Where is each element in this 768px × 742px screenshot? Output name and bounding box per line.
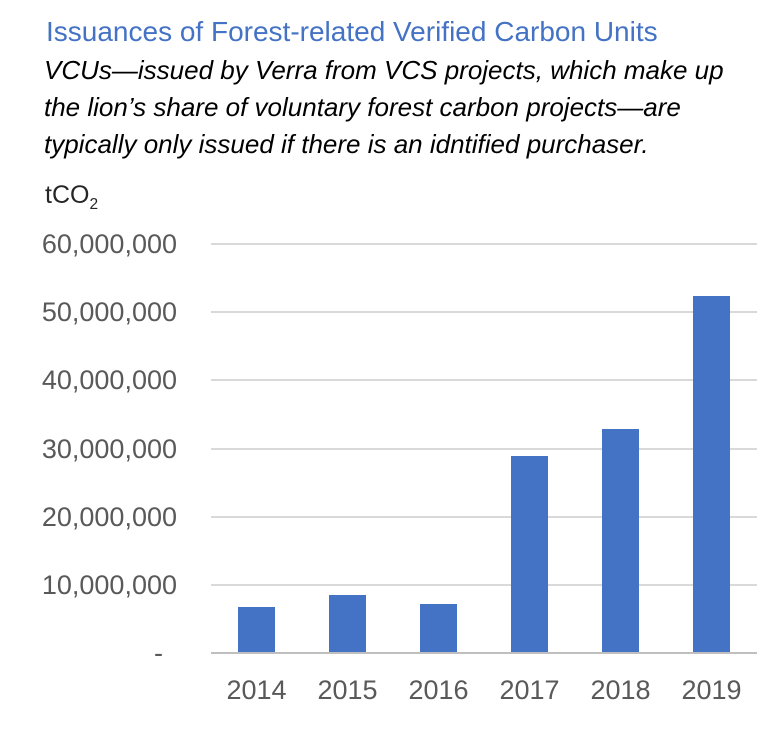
bar-series xyxy=(211,244,757,653)
x-tick-label-2018: 2018 xyxy=(590,675,651,705)
bar-2019 xyxy=(693,296,730,652)
bar-2015 xyxy=(329,595,366,652)
y-tick-label-30000000: 30,000,000 xyxy=(41,433,177,464)
y-axis-unit-label: tCO2 xyxy=(45,180,99,213)
bar-2014 xyxy=(238,607,275,652)
y-gridline-10000000 xyxy=(211,583,757,586)
y-tick-label-50000000: 50,000,000 xyxy=(41,297,177,328)
x-tick-label-2014: 2014 xyxy=(226,675,287,705)
bar-2016 xyxy=(420,604,457,652)
y-tick-label-0: - xyxy=(154,638,163,668)
x-tick-label-2019: 2019 xyxy=(681,675,742,705)
plot-area xyxy=(211,243,757,654)
y-gridline-50000000 xyxy=(211,311,757,314)
chart-title: Issuances of Forest-related Verified Car… xyxy=(46,16,658,47)
y-tick-label-60000000: 60,000,000 xyxy=(41,229,177,259)
y-tick-label-10000000: 10,000,000 xyxy=(41,569,177,600)
y-gridline-60000000 xyxy=(211,243,757,245)
y-gridline-20000000 xyxy=(211,515,757,518)
y-gridline-40000000 xyxy=(211,379,757,382)
bar-2018 xyxy=(602,429,639,652)
unit-subscript: 2 xyxy=(89,196,99,213)
chart-subtitle: VCUs—issued by Verra from VCS projects, … xyxy=(44,55,724,159)
x-axis-tick-labels: 2014 2015 2016 2017 2018 2019 xyxy=(211,674,757,710)
x-tick-label-2016: 2016 xyxy=(408,675,469,705)
x-tick-label-2015: 2015 xyxy=(317,675,378,705)
bar-2017 xyxy=(511,456,548,652)
unit-base-text: tCO xyxy=(45,181,90,209)
x-tick-label-2017: 2017 xyxy=(499,675,560,705)
y-tick-label-20000000: 20,000,000 xyxy=(41,501,177,532)
y-gridline-30000000 xyxy=(211,447,757,450)
x-axis-line xyxy=(211,652,757,654)
y-axis-tick-labels: 60,000,000 50,000,000 40,000,000 30,000,000… xyxy=(0,229,177,668)
y-tick-label-40000000: 40,000,000 xyxy=(41,365,177,396)
